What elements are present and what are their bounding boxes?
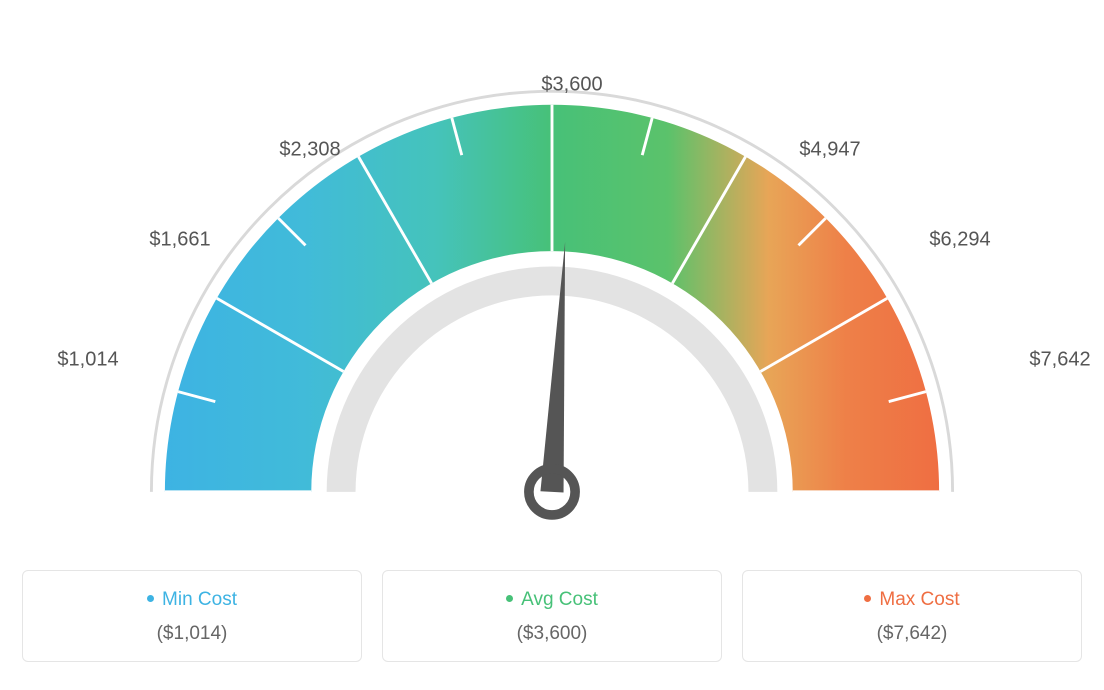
avg-cost-dot	[506, 595, 513, 602]
min-cost-dot	[147, 595, 154, 602]
max-cost-label: Max Cost	[743, 589, 1081, 611]
avg-cost-label-text: Avg Cost	[521, 589, 598, 610]
avg-cost-value: ($3,600)	[383, 623, 721, 645]
avg-cost-label: Avg Cost	[383, 589, 721, 611]
gauge-tick-label: $4,947	[799, 139, 860, 162]
min-cost-label-text: Min Cost	[162, 589, 237, 610]
max-cost-label-text: Max Cost	[879, 589, 959, 610]
avg-cost-card: Avg Cost ($3,600)	[382, 570, 722, 662]
gauge-chart: $1,014$1,661$2,308$3,600$4,947$6,294$7,6…	[20, 20, 1084, 540]
max-cost-card: Max Cost ($7,642)	[742, 570, 1082, 662]
gauge-svg	[20, 20, 1084, 540]
gauge-tick-label: $1,014	[57, 349, 118, 372]
gauge-tick-label: $3,600	[541, 74, 602, 97]
min-cost-card: Min Cost ($1,014)	[22, 570, 362, 662]
max-cost-value: ($7,642)	[743, 623, 1081, 645]
min-cost-value: ($1,014)	[23, 623, 361, 645]
gauge-tick-label: $1,661	[149, 229, 210, 252]
max-cost-dot	[864, 595, 871, 602]
summary-cards: Min Cost ($1,014) Avg Cost ($3,600) Max …	[20, 570, 1084, 662]
min-cost-label: Min Cost	[23, 589, 361, 611]
gauge-tick-label: $2,308	[279, 139, 340, 162]
gauge-tick-label: $6,294	[929, 229, 990, 252]
gauge-tick-label: $7,642	[1029, 349, 1090, 372]
